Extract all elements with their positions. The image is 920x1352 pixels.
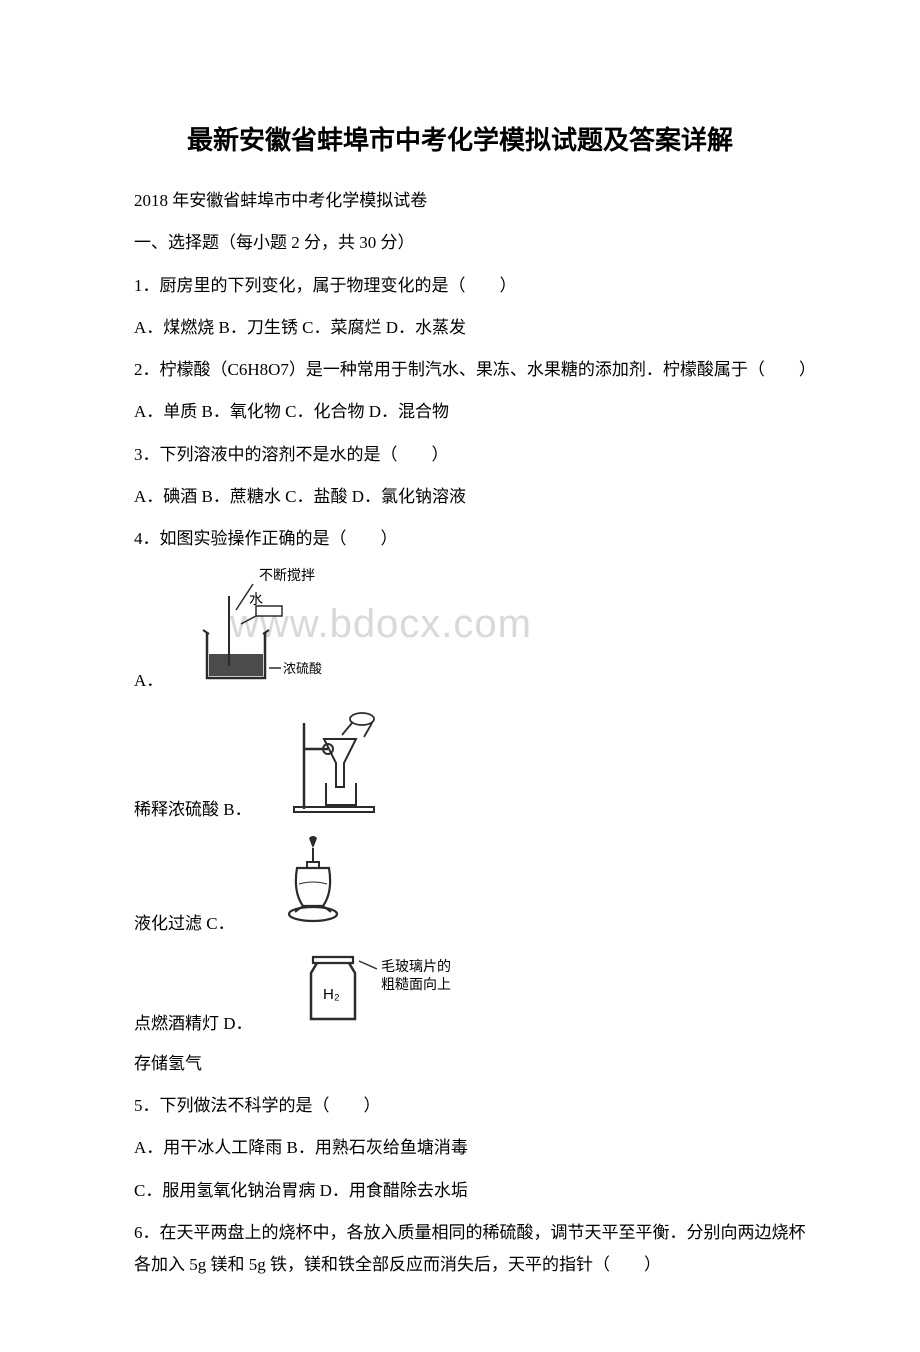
q4-d-tail: 存储氢气 bbox=[100, 1048, 820, 1080]
q5-stem: 5．下列做法不科学的是（ ） bbox=[100, 1090, 820, 1122]
q4-figure-d: H₂ 毛玻璃片的 粗糙面向上 bbox=[257, 949, 511, 1040]
figA-label-bottom: 浓硫酸 bbox=[283, 661, 322, 676]
page-title: 最新安徽省蚌埠市中考化学模拟试题及答案详解 bbox=[100, 120, 820, 157]
q4-figure-b bbox=[256, 705, 390, 826]
figA-label-top: 不断搅拌 bbox=[259, 568, 315, 584]
document-body: 最新安徽省蚌埠市中考化学模拟试题及答案详解 2018 年安徽省蚌埠市中考化学模拟… bbox=[100, 120, 820, 1282]
q2-stem: 2．柠檬酸（C6H8O7）是一种常用于制汽水、果冻、水果糖的添加剂．柠檬酸属于（… bbox=[100, 354, 820, 386]
q4-option-a: A． 不断搅拌 水 浓 bbox=[100, 566, 820, 697]
q2-options: A．单质 B．氧化物 C．化合物 D．混合物 bbox=[100, 396, 820, 428]
q1-options: A．煤燃烧 B．刀生锈 C．菜腐烂 D．水蒸发 bbox=[100, 312, 820, 344]
q4-b-prefix: 稀释浓硫酸 B． bbox=[100, 794, 252, 826]
q4-option-d: 点燃酒精灯 D． H₂ 毛玻璃片的 粗糙面向上 bbox=[100, 949, 820, 1040]
q4-option-c: 液化过滤 C． bbox=[100, 834, 820, 940]
section-heading: 一、选择题（每小题 2 分，共 30 分） bbox=[100, 227, 820, 259]
q4-stem: 4．如图实验操作正确的是（ ） bbox=[100, 523, 820, 555]
q1-stem: 1．厨房里的下列变化，属于物理变化的是（ ） bbox=[100, 270, 820, 302]
figD-note1: 毛玻璃片的 bbox=[381, 958, 451, 975]
q4-figure-c bbox=[239, 834, 353, 940]
figD-h2-label: H₂ bbox=[323, 986, 340, 1003]
q3-options: A．碘酒 B．蔗糖水 C．盐酸 D．氯化钠溶液 bbox=[100, 481, 820, 513]
figD-note2: 粗糙面向上 bbox=[381, 977, 451, 993]
q5-options-line1: A．用干冰人工降雨 B．用熟石灰给鱼塘消毒 bbox=[100, 1132, 820, 1164]
subtitle: 2018 年安徽省蚌埠市中考化学模拟试卷 bbox=[100, 185, 820, 217]
q6-stem: 6．在天平两盘上的烧杯中，各放入质量相同的稀硫酸，调节天平至平衡．分别向两边烧杯… bbox=[100, 1217, 820, 1282]
q5-options-line2: C．服用氢氧化钠治胃病 D．用食醋除去水垢 bbox=[100, 1175, 820, 1207]
q4-c-prefix: 液化过滤 C． bbox=[100, 908, 235, 940]
q4-a-prefix: A． bbox=[100, 665, 163, 697]
q4-option-b: 稀释浓硫酸 B． bbox=[100, 705, 820, 826]
q4-figure-a: 不断搅拌 水 浓硫酸 bbox=[167, 566, 351, 697]
q3-stem: 3．下列溶液中的溶剂不是水的是（ ） bbox=[100, 439, 820, 471]
q4-d-prefix: 点燃酒精灯 D． bbox=[100, 1008, 253, 1040]
